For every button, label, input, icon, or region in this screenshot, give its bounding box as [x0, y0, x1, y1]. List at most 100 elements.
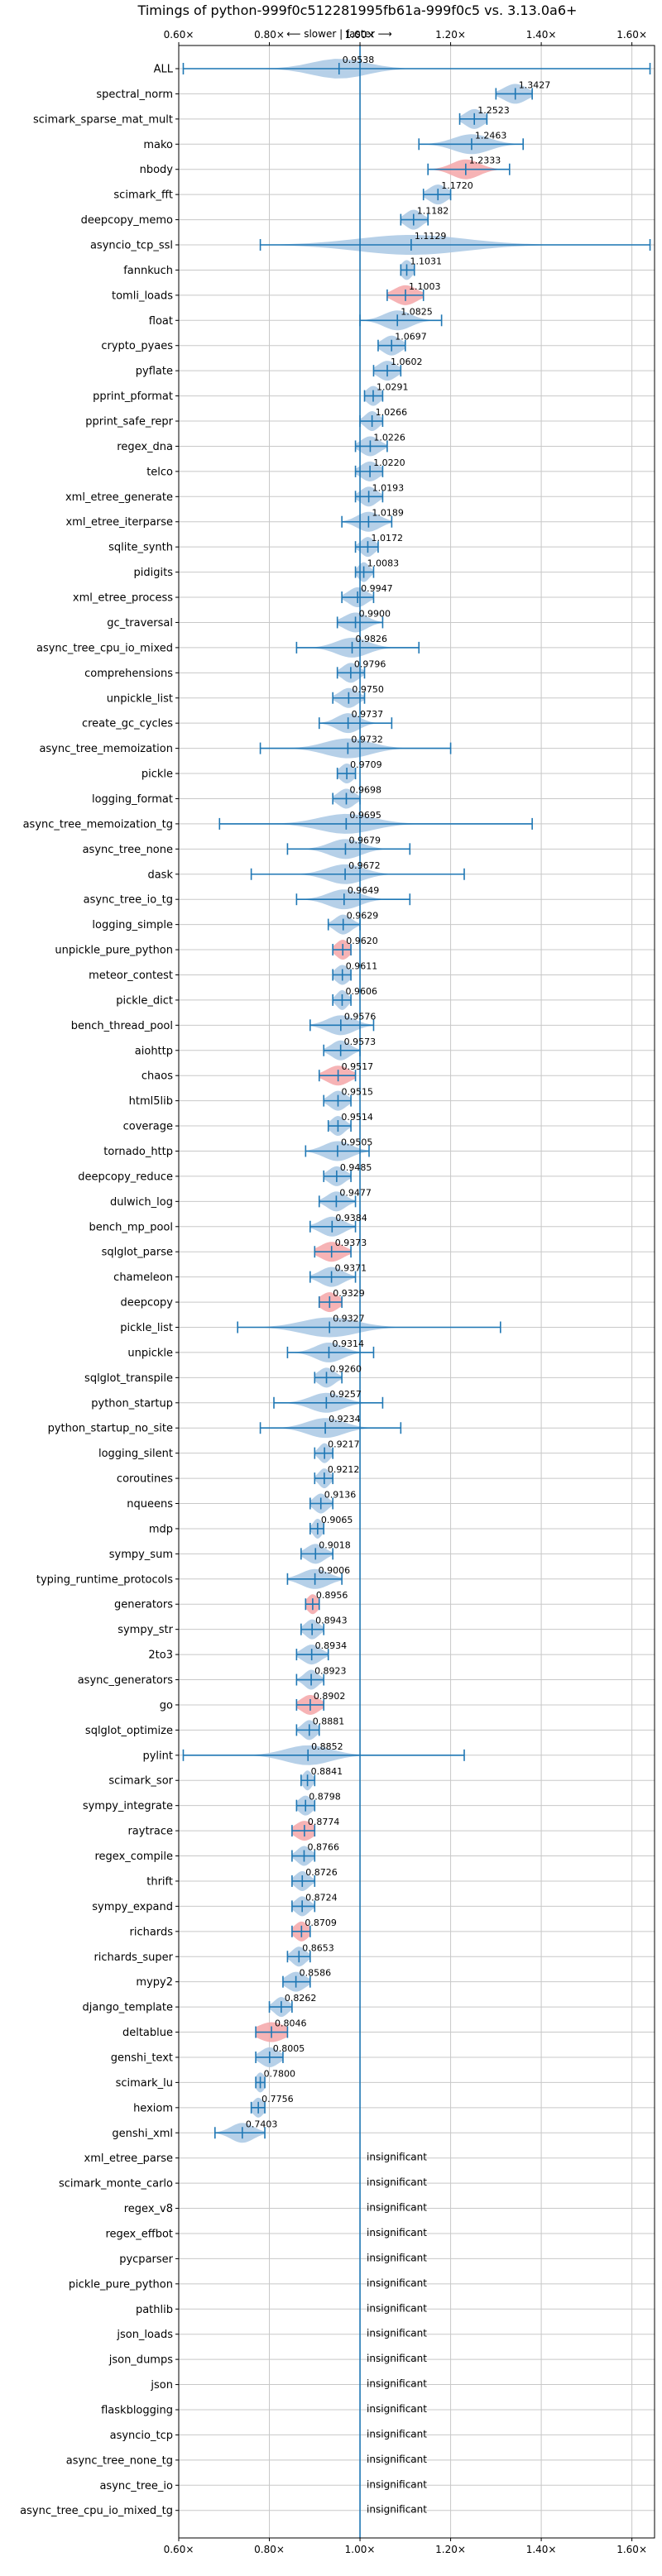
- benchmark-name-label: regex_compile: [94, 1851, 173, 1863]
- benchmark-name-label: async_tree_memoization: [39, 743, 173, 755]
- insignificant-label: insignificant: [367, 2277, 427, 2289]
- plot-frame: [178, 45, 655, 2539]
- value-label: 0.7403: [246, 2119, 278, 2129]
- benchmark-name-label: async_tree_io: [99, 2480, 173, 2492]
- value-label: 0.9695: [349, 810, 381, 821]
- benchmark-name-label: logging_silent: [98, 1448, 173, 1460]
- benchmark-name-label: genshi_xml: [112, 2128, 173, 2140]
- benchmark-name-label: sympy_integrate: [83, 1800, 173, 1812]
- value-label: 1.3427: [519, 79, 551, 90]
- benchmark-name-label: genshi_text: [111, 2052, 173, 2064]
- benchmark-name-label: sympy_sum: [109, 1549, 173, 1561]
- value-label: 1.1720: [441, 180, 473, 191]
- x-tick-label-top: 1.00×: [345, 29, 376, 41]
- benchmark-name-label: pickle_pure_python: [69, 2278, 173, 2291]
- value-label: 0.9371: [335, 1263, 367, 1274]
- value-label: 1.0220: [373, 457, 405, 468]
- value-label: 0.8724: [305, 1892, 338, 1903]
- value-label: 0.9260: [330, 1363, 362, 1374]
- benchmark-name-label: regex_dna: [117, 441, 173, 453]
- benchmark-name-label: xml_etree_generate: [65, 491, 173, 504]
- benchmark-name-label: mdp: [149, 1523, 173, 1535]
- benchmark-name-label: nbody: [140, 164, 174, 176]
- benchmark-name-label: pycparser: [119, 2253, 173, 2266]
- value-label: 0.9538: [343, 55, 375, 65]
- benchmark-name-label: coverage: [123, 1121, 173, 1133]
- value-label: 0.8774: [308, 1817, 340, 1827]
- benchmark-name-label: scimark_lu: [116, 2077, 173, 2090]
- value-label: 0.8852: [311, 1741, 343, 1752]
- value-label: 0.9796: [354, 658, 386, 669]
- insignificant-label: insignificant: [367, 2478, 427, 2490]
- benchmark-name-label: create_gc_cycles: [82, 718, 173, 730]
- benchmark-name-label: unpickle_list: [107, 692, 173, 705]
- benchmark-name-label: sqlglot_parse: [102, 1247, 173, 1259]
- value-label: 0.9136: [324, 1490, 357, 1501]
- value-label: 0.9018: [319, 1539, 351, 1550]
- benchmark-name-label: dask: [147, 869, 173, 881]
- value-label: 1.0189: [372, 508, 404, 519]
- benchmark-name-label: deepcopy_memo: [81, 214, 173, 227]
- value-label: 1.1182: [417, 206, 449, 217]
- benchmark-name-label: dulwich_log: [110, 1196, 173, 1209]
- insignificant-label: insignificant: [367, 2353, 427, 2364]
- benchmark-name-label: unpickle_pure_python: [55, 945, 173, 957]
- benchmark-name-label: telco: [146, 466, 173, 478]
- value-label: 1.2523: [477, 105, 510, 116]
- benchmark-name-label: async_generators: [78, 1674, 174, 1687]
- insignificant-label: insignificant: [367, 2302, 427, 2314]
- value-label: 0.9477: [339, 1187, 372, 1198]
- benchmark-name-label: pickle: [142, 768, 173, 781]
- value-label: 0.9900: [359, 608, 391, 619]
- value-label: 0.9514: [341, 1112, 373, 1123]
- benchmark-name-label: async_tree_none: [83, 844, 173, 856]
- benchmark-name-label: raytrace: [127, 1826, 173, 1838]
- benchmark-name-label: async_tree_cpu_io_mixed_tg: [20, 2505, 173, 2517]
- value-label: 0.8005: [273, 2043, 305, 2054]
- benchmark-name-label: crypto_pyaes: [101, 340, 173, 352]
- benchmark-name-label: sqlglot_optimize: [85, 1725, 173, 1737]
- benchmark-name-label: asyncio_tcp_ssl: [90, 240, 173, 252]
- benchmark-name-label: scimark_sor: [108, 1775, 173, 1788]
- x-tick-label-top: 1.40×: [526, 29, 557, 41]
- value-label: 0.9327: [333, 1314, 365, 1324]
- value-label: 0.8881: [313, 1716, 345, 1726]
- benchmark-name-label: richards: [130, 1926, 174, 1938]
- benchmark-name-label: django_template: [83, 2002, 173, 2014]
- value-label: 0.9517: [342, 1061, 374, 1072]
- benchmark-name-label: unpickle: [127, 1347, 173, 1359]
- value-label: 1.0602: [391, 357, 423, 367]
- value-label: 0.9217: [328, 1439, 360, 1450]
- benchmark-name-label: pickle_list: [120, 1322, 173, 1334]
- benchmark-name-label: typing_runtime_protocols: [36, 1573, 173, 1586]
- value-label: 0.9750: [352, 684, 384, 695]
- value-label: 0.9826: [356, 634, 388, 644]
- benchmark-name-label: json: [150, 2379, 173, 2392]
- benchmark-name-label: python_startup: [91, 1397, 173, 1410]
- value-label: 0.9257: [329, 1389, 362, 1400]
- value-label: 0.9606: [345, 986, 377, 997]
- benchmark-name-label: pidigits: [134, 567, 174, 579]
- benchmark-name-label: asyncio_tcp: [110, 2430, 173, 2442]
- benchmark-name-label: html5lib: [129, 1095, 173, 1108]
- value-label: 1.0825: [401, 306, 433, 317]
- insignificant-label: insignificant: [367, 2152, 427, 2163]
- value-label: 0.9649: [348, 885, 380, 896]
- value-label: 0.8262: [285, 1993, 317, 2004]
- value-label: 0.9515: [341, 1087, 373, 1098]
- insignificant-label: insignificant: [367, 2328, 427, 2339]
- benchmark-name-label: richards_super: [94, 1951, 173, 1964]
- benchmark-name-label: mypy2: [136, 1976, 173, 1989]
- benchmark-name-label: thrift: [146, 1875, 173, 1888]
- value-label: 0.8766: [307, 1842, 339, 1853]
- value-label: 0.9006: [319, 1565, 351, 1576]
- value-label: 0.8709: [305, 1918, 337, 1928]
- x-tick-label-top: 1.20×: [435, 29, 466, 41]
- value-label: 0.7756: [261, 2094, 294, 2104]
- insignificant-label: insignificant: [367, 2403, 427, 2415]
- benchmark-name-label: coroutines: [117, 1473, 173, 1486]
- benchmark-name-label: scimark_sparse_mat_mult: [33, 113, 173, 126]
- benchmark-name-label: mako: [143, 139, 173, 151]
